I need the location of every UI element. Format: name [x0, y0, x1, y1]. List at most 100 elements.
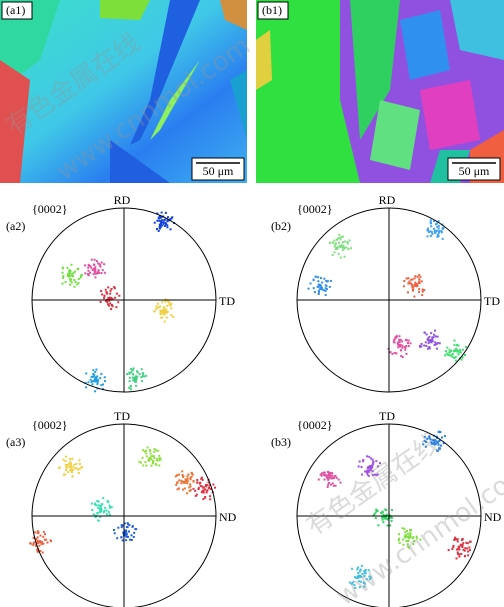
right-axis-label: TD [219, 294, 235, 308]
pole-dot [87, 381, 90, 384]
pole-dot [109, 302, 112, 305]
pole-dot [333, 245, 336, 248]
pole-dot [108, 513, 111, 516]
pole-dot [414, 281, 417, 284]
pole-dot [466, 547, 469, 550]
pole-dot [90, 380, 93, 383]
pole-dot [435, 435, 438, 438]
pole-dot [158, 227, 161, 230]
pole-dot [405, 529, 408, 532]
pole-dot [335, 248, 338, 251]
pole-dot [189, 478, 192, 481]
pole-dot [36, 540, 39, 543]
pole-dot [324, 289, 327, 292]
pole-dot [320, 286, 323, 289]
label-box [1, 1, 33, 20]
pole-dot [402, 538, 405, 541]
pole-dot [448, 348, 451, 351]
top-axis-label: RD [379, 193, 396, 207]
pole-dot [433, 333, 436, 336]
pole-figure: {0002} TD ND (b3) [271, 409, 502, 607]
pole-dot [466, 542, 469, 545]
pole-dot [196, 478, 199, 481]
plane-label: {0002} [297, 202, 333, 216]
pole-dot [126, 373, 129, 376]
pole-dot [385, 514, 388, 517]
pole-dot [413, 277, 416, 280]
pole-dot [359, 580, 362, 583]
pole-dot [77, 468, 80, 471]
pole-dot [99, 504, 102, 507]
pole-dot [32, 542, 35, 545]
pole-dot [358, 575, 361, 578]
pole-dot [440, 436, 443, 439]
pole-dot [161, 301, 164, 304]
pole-dot [195, 493, 198, 496]
pole-dot [399, 349, 402, 352]
pole-dot [453, 356, 456, 359]
pole-dot [134, 377, 137, 380]
pole-dot [68, 277, 71, 280]
pole-dot [158, 305, 161, 308]
pole-dot [109, 292, 112, 295]
pole-dot [407, 277, 410, 280]
pole-dot [442, 442, 445, 445]
pole-dot [92, 380, 95, 383]
pole-dot [116, 537, 119, 540]
pole-dot [158, 464, 161, 467]
pole-dot [320, 288, 323, 291]
pole-dot [397, 341, 400, 344]
pole-dot [128, 372, 131, 375]
pole-dot [99, 515, 102, 518]
pole-dot [335, 246, 338, 249]
pole-dot [434, 230, 437, 233]
pole-dot [159, 226, 162, 229]
pole-dot [68, 273, 71, 276]
pole-dot [63, 473, 66, 476]
panel-label: (a1) [6, 3, 25, 17]
pole-dot [462, 542, 465, 545]
pole-dot [435, 343, 438, 346]
pole-dot [94, 370, 97, 373]
pole-dot [343, 255, 346, 258]
pole-dot [415, 537, 418, 540]
pole-dot [356, 568, 359, 571]
pole-dot [128, 386, 131, 389]
pole-dot [117, 526, 120, 529]
pole-dot [423, 344, 426, 347]
pole-dot [419, 538, 422, 541]
pole-dot [431, 340, 434, 343]
pole-dot [145, 449, 148, 452]
pole-dot [322, 473, 325, 476]
pole-dot [160, 312, 163, 315]
pole-dot [79, 467, 82, 470]
pole-dot [158, 454, 161, 457]
pole-dot [309, 282, 312, 285]
pole-dot [456, 551, 459, 554]
pole-dot [329, 279, 332, 282]
pole-dot [180, 482, 183, 485]
pole-dot [423, 331, 426, 334]
pole-dot [121, 539, 124, 542]
pole-dot [436, 335, 439, 338]
pole-dot [331, 472, 334, 475]
pole-dot [156, 459, 159, 462]
pole-dot [404, 346, 407, 349]
pole-dot [69, 469, 72, 472]
pole-dot [107, 501, 110, 504]
pole-dot [429, 222, 432, 225]
pole-dot [123, 529, 126, 532]
pole-dot [412, 286, 415, 289]
pole-dot [327, 471, 330, 474]
pole-dot [85, 386, 88, 389]
pole-dot [108, 297, 111, 300]
pole-dot [138, 373, 141, 376]
pole-dot [429, 219, 432, 222]
pole-dot [436, 233, 439, 236]
pole-dot [171, 216, 174, 219]
pole-dot [455, 557, 458, 560]
pole-dot [69, 283, 72, 286]
pole-dot [132, 367, 135, 370]
pole-dot [94, 502, 97, 505]
pole-dot [334, 242, 337, 245]
